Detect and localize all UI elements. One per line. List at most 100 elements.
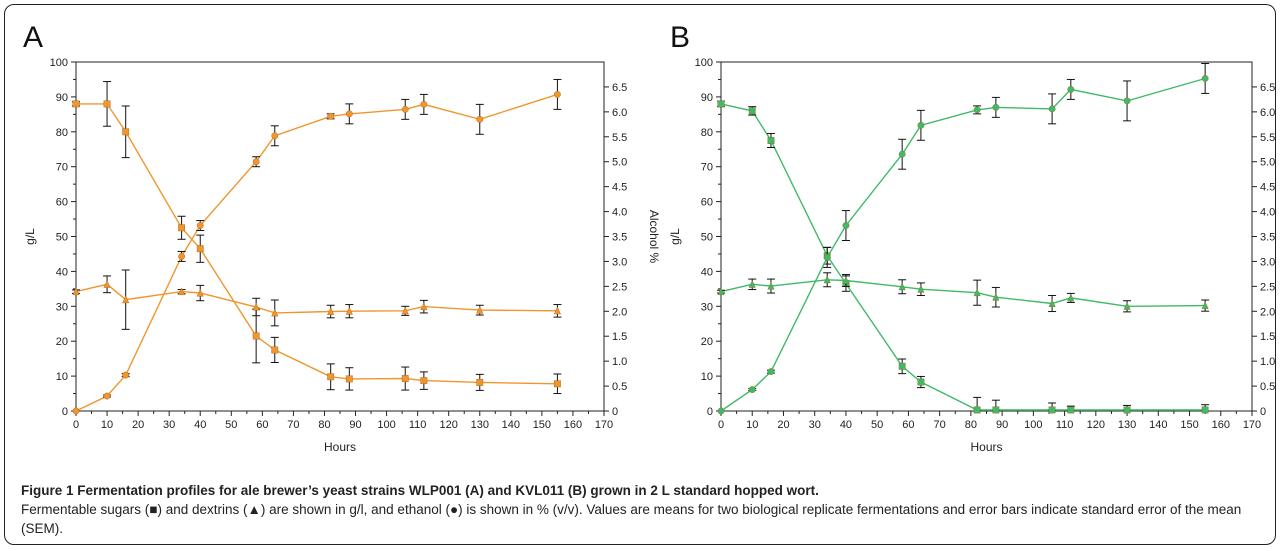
panel-b-sugar-point (1067, 406, 1075, 414)
panel-b-x-tick-label: 80 (965, 419, 977, 431)
panel-b-dextrin-series (717, 272, 1210, 313)
panel-a-y-tick-label: 60 (56, 197, 68, 209)
panel-b-ethanol-point (992, 103, 1000, 111)
panel-a-dextrin-point (476, 305, 484, 314)
panel-b-y2-tick-label: 2.5 (1260, 281, 1275, 293)
charts-svg: A0 10 20 30 40 50 60 70 80 90 100 110 120 130 140 150 16… (23, 21, 1275, 454)
panel-a-ethanol-point (554, 91, 561, 98)
panel-a-ethanol-point (196, 222, 204, 229)
panel-a-y2-tick-label: 5.0 (612, 157, 627, 169)
panel-a-y-tick-label: 50 (56, 232, 68, 244)
panel-a-x-tick-label: 10 (101, 419, 113, 431)
panel-b-dextrin-point (717, 287, 725, 296)
panel-b-dextrin-point (767, 281, 775, 290)
panel-b-x-tick-label: 40 (840, 419, 852, 431)
panel-a-dextrin-series (72, 269, 562, 330)
panel-a-y2-tick-label: 1.0 (612, 356, 627, 368)
panel-b-y-tick-label: 80 (701, 127, 713, 139)
panel-a-dextrin-point (553, 306, 561, 315)
panel-b-sugar-point (767, 137, 775, 144)
panel-b-y2-tick-label: 6.5 (1260, 82, 1275, 94)
panel-b-x-tick-label: 0 (718, 419, 724, 431)
panel-b-y2-tick-label: 4.0 (1260, 207, 1275, 219)
panel-a-ethanol-point (420, 100, 428, 108)
panel-a-sugar-point (345, 375, 353, 383)
panel-a-sugar-point (327, 373, 335, 381)
panel-a-x-tick-label: 100 (377, 419, 395, 431)
panel-b-sugar-point (1048, 406, 1056, 414)
panel-b-dextrin-point (823, 275, 831, 284)
panel-b-dextrin-point (917, 284, 925, 293)
panel-a-sugar-point (252, 332, 260, 340)
panel-b-sugar-point (748, 107, 756, 115)
panel-a-dextrin-point (122, 295, 130, 304)
panel-b-x-tick-label: 30 (809, 419, 821, 431)
panel-a-ethanol-point (345, 110, 353, 118)
panel-b-y2-tick-label: 5.5 (1260, 132, 1275, 144)
panel-b-y2-tick-label: 0 (1260, 406, 1266, 418)
panel-a-y-tick-label: 30 (56, 301, 68, 313)
panel-b-dextrin-line (720, 279, 1206, 308)
panel-b-ethanol-series (717, 62, 1210, 415)
panel-b-dextrin-point (1067, 293, 1075, 302)
panel-a-y2-tick-label: 4.0 (612, 207, 627, 219)
panel-b-ethanol-point (917, 121, 925, 129)
panel-a-y-tick-label: 70 (56, 162, 68, 174)
panel-a-dextrin-point (72, 287, 80, 296)
panel-a-y-axis-title: g/L (23, 228, 37, 245)
panel-a-chart: A0 10 20 30 40 50 60 70 80 90 100 110 120 130 140 150 16… (23, 21, 661, 454)
panel-b-y-tick-label: 20 (701, 336, 713, 348)
panel-b-ethanol-point (767, 368, 775, 376)
panel-a-sugar-series (72, 81, 562, 395)
panel-b-ethanol-point (1201, 75, 1209, 82)
figure-caption: Figure 1 Fermentation profiles for ale b… (21, 481, 1261, 538)
panel-a-sugar-point (103, 100, 111, 108)
panel-a-ethanol-series (72, 78, 562, 415)
panel-a-x-tick-label: 80 (318, 419, 330, 431)
panel-a-letter: A (23, 21, 43, 54)
panel-a-x-tick-label: 40 (194, 419, 206, 431)
panel-b-y-tick-label: 0 (707, 406, 713, 418)
panel-b-dextrin-point (973, 288, 981, 297)
panel-a-y-tick-label: 90 (56, 92, 68, 104)
panel-a-dextrin-point (103, 280, 111, 288)
panel-b-ethanol-point (748, 386, 756, 393)
panel-a-x-tick-label: 130 (471, 419, 489, 431)
panel-b-ethanol-point (823, 254, 831, 261)
panel-a-x-tick-label: 170 (595, 419, 613, 431)
panel-b-y2-tick-label: 5.0 (1260, 157, 1275, 169)
panel-b-y2-tick-label: 3.0 (1260, 256, 1275, 268)
panel-a-sugar-point (554, 380, 561, 388)
panel-a-ethanol-point (122, 371, 130, 379)
panel-b-dextrin-point (842, 276, 850, 284)
panel-b-y-tick-label: 30 (701, 301, 713, 313)
panel-a-y2-tick-label: 1.5 (612, 331, 627, 343)
panel-b-y-tick-label: 60 (701, 197, 713, 209)
panel-a-x-tick-label: 140 (502, 419, 520, 431)
panel-a-y2-tick-label: 6.0 (612, 107, 627, 119)
panel-a-x-tick-label: 110 (409, 419, 427, 431)
panel-a-y2-tick-label: 5.5 (612, 132, 627, 144)
panel-a-x-tick-label: 0 (73, 419, 79, 431)
panel-a-y-tick-label: 20 (56, 336, 68, 348)
panel-b-ethanol-line (720, 77, 1206, 412)
panel-a-x-tick-label: 90 (349, 419, 361, 431)
panel-b-sugar-point (717, 100, 725, 108)
panel-b-letter: B (670, 21, 690, 54)
panel-b-sugar-point (1123, 406, 1131, 414)
panel-b-ethanol-point (1067, 86, 1075, 93)
panel-b-x-tick-label: 90 (996, 419, 1008, 431)
panel-a-x-tick-label: 70 (287, 419, 299, 431)
panel-b-sugar-point (1201, 406, 1209, 414)
panel-a-ethanol-point (327, 112, 335, 120)
panel-b-x-tick-label: 10 (746, 419, 758, 431)
panel-a-sugar-point (401, 375, 409, 382)
panel-a-y-tick-label: 10 (56, 371, 68, 383)
panel-a-y-tick-label: 80 (56, 127, 68, 139)
panel-b-ethanol-point (1048, 105, 1056, 113)
panel-a-y-tick-label: 40 (56, 266, 68, 278)
panel-a-y2-tick-label: 2.5 (612, 281, 627, 293)
panel-a-ethanol-line (75, 93, 558, 412)
panel-b-y-axis-title: g/L (668, 228, 682, 245)
panel-b-chart: B0 10 20 30 40 50 60 70 80 90 100 110 120 130 140 150 16… (668, 21, 1275, 454)
